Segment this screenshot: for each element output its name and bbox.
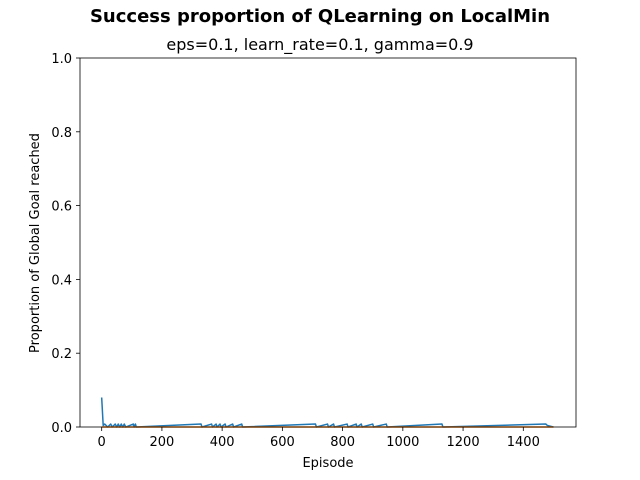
x-tick-label: 200	[149, 435, 174, 450]
chart-subtitle: eps=0.1, learn_rate=0.1, gamma=0.9	[166, 35, 474, 54]
y-tick-label: 0.8	[51, 126, 72, 141]
x-tick-label: 600	[270, 435, 295, 450]
x-tick-label: 1200	[447, 435, 480, 450]
series-layer	[100, 397, 554, 428]
plot-frame	[79, 57, 577, 428]
y-axis-label: Proportion of Global Goal reached	[28, 133, 43, 353]
y-tick-label: 0.4	[51, 273, 72, 288]
x-tick-label: 800	[330, 435, 355, 450]
x-tick-label: 400	[210, 435, 235, 450]
x-tick-label: 0	[98, 435, 106, 450]
x-axis-label: Episode	[302, 456, 353, 471]
chart-title: Success proportion of QLearning on Local…	[89, 6, 551, 27]
y-tick-label: 0.2	[51, 347, 72, 362]
series-line-1	[100, 397, 554, 428]
x-tick-label: 1400	[507, 435, 540, 450]
y-tick-label: 0.0	[51, 421, 72, 436]
axes-layer: 0 200 400 600 800 1000 1200 1400 0.0 0.2 0.4 0.6 0.8…	[51, 52, 577, 450]
x-tick-label: 1000	[386, 435, 419, 450]
y-tick-label: 1.0	[51, 52, 72, 67]
y-tick-label: 0.6	[51, 200, 72, 215]
